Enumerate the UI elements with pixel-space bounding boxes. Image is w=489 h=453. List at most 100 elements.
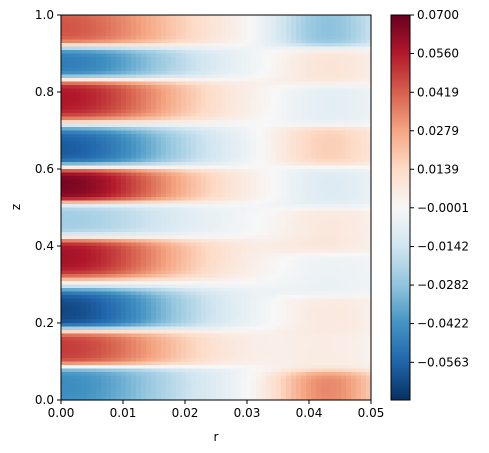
- heatmap-cell: [291, 106, 297, 111]
- heatmap-cell: [346, 64, 352, 69]
- heatmap-cell: [366, 39, 372, 44]
- heatmap-cell: [211, 207, 217, 212]
- heatmap-cell: [311, 249, 317, 254]
- heatmap-cell: [221, 57, 227, 62]
- heatmap-cell: [346, 141, 352, 146]
- heatmap-cell: [351, 169, 357, 174]
- heatmap-cell: [291, 141, 297, 146]
- heatmap-cell: [136, 235, 142, 240]
- heatmap-cell: [346, 162, 352, 167]
- heatmap-cell: [221, 214, 227, 219]
- heatmap-cell: [361, 246, 367, 251]
- heatmap-cell: [151, 288, 157, 293]
- heatmap-cell: [356, 288, 362, 293]
- heatmap-cell: [166, 123, 172, 128]
- heatmap-cell: [336, 39, 342, 44]
- heatmap-cell: [136, 43, 142, 48]
- heatmap-cell: [166, 162, 172, 167]
- heatmap-cell: [301, 200, 307, 205]
- heatmap-cell: [251, 235, 257, 240]
- heatmap-cell: [251, 53, 257, 58]
- heatmap-cell: [206, 228, 212, 233]
- heatmap-cell: [341, 25, 347, 30]
- heatmap-cell: [91, 88, 97, 93]
- heatmap-cell: [171, 29, 177, 34]
- heatmap-cell: [331, 165, 337, 170]
- heatmap-cell: [216, 120, 222, 125]
- heatmap-cell: [176, 239, 182, 244]
- heatmap-cell: [206, 29, 212, 34]
- heatmap-cell: [236, 239, 242, 244]
- heatmap-cell: [186, 102, 192, 107]
- heatmap-cell: [121, 123, 127, 128]
- heatmap-cell: [171, 81, 177, 86]
- heatmap-cell: [271, 169, 277, 174]
- heatmap-cell: [116, 190, 122, 195]
- heatmap-cell: [121, 256, 127, 261]
- heatmap-cell: [61, 291, 67, 296]
- heatmap-cell: [351, 71, 357, 76]
- heatmap-cell: [301, 36, 307, 41]
- heatmap-cell: [186, 85, 192, 90]
- heatmap-cell: [66, 274, 72, 279]
- heatmap-cell: [221, 123, 227, 128]
- heatmap-cell: [271, 144, 277, 149]
- heatmap-cell: [216, 162, 222, 167]
- heatmap-cell: [331, 249, 337, 254]
- heatmap-cell: [316, 36, 322, 41]
- heatmap-cell: [311, 151, 317, 156]
- heatmap-cell: [321, 71, 327, 76]
- heatmap-cell: [356, 36, 362, 41]
- heatmap-cell: [191, 144, 197, 149]
- heatmap-cell: [241, 295, 247, 300]
- heatmap-cell: [86, 57, 92, 62]
- heatmap-cell: [241, 95, 247, 100]
- heatmap-cell: [156, 18, 162, 23]
- heatmap-cell: [306, 92, 312, 97]
- heatmap-cell: [336, 263, 342, 268]
- heatmap-cell: [266, 162, 272, 167]
- heatmap-cell: [341, 15, 347, 20]
- heatmap-cell: [91, 141, 97, 146]
- heatmap-cell: [266, 88, 272, 93]
- heatmap-cell: [141, 162, 147, 167]
- heatmap-cell: [61, 106, 67, 111]
- heatmap-cell: [231, 148, 237, 153]
- heatmap-cell: [116, 155, 122, 160]
- heatmap-cell: [86, 253, 92, 258]
- heatmap-cell: [176, 113, 182, 118]
- heatmap-cell: [86, 172, 92, 177]
- heatmap-cell: [226, 284, 232, 289]
- heatmap-cell: [256, 39, 262, 44]
- heatmap-cell: [266, 99, 272, 104]
- heatmap-cell: [156, 239, 162, 244]
- heatmap-cell: [171, 99, 177, 104]
- heatmap-cell: [121, 162, 127, 167]
- heatmap-cell: [131, 253, 137, 258]
- heatmap-cell: [216, 130, 222, 135]
- heatmap-cell: [246, 137, 252, 142]
- heatmap-cell: [241, 162, 247, 167]
- heatmap-cell: [251, 50, 257, 55]
- heatmap-cell: [231, 74, 237, 79]
- heatmap-cell: [316, 193, 322, 198]
- heatmap-cell: [246, 281, 252, 286]
- heatmap-cell: [211, 81, 217, 86]
- heatmap-cell: [206, 46, 212, 51]
- heatmap-cell: [226, 32, 232, 37]
- heatmap-cell: [311, 144, 317, 149]
- heatmap-cell: [101, 25, 107, 30]
- heatmap-cell: [231, 39, 237, 44]
- heatmap-cell: [191, 288, 197, 293]
- heatmap-cell: [216, 225, 222, 230]
- heatmap-cell: [286, 155, 292, 160]
- heatmap-cell: [236, 74, 242, 79]
- heatmap-cell: [366, 211, 372, 216]
- heatmap-cell: [166, 36, 172, 41]
- heatmap-cell: [271, 232, 277, 237]
- heatmap-cell: [161, 239, 167, 244]
- heatmap-cell: [226, 176, 232, 181]
- heatmap-cell: [216, 246, 222, 251]
- heatmap-cell: [206, 179, 212, 184]
- heatmap-cell: [101, 102, 107, 107]
